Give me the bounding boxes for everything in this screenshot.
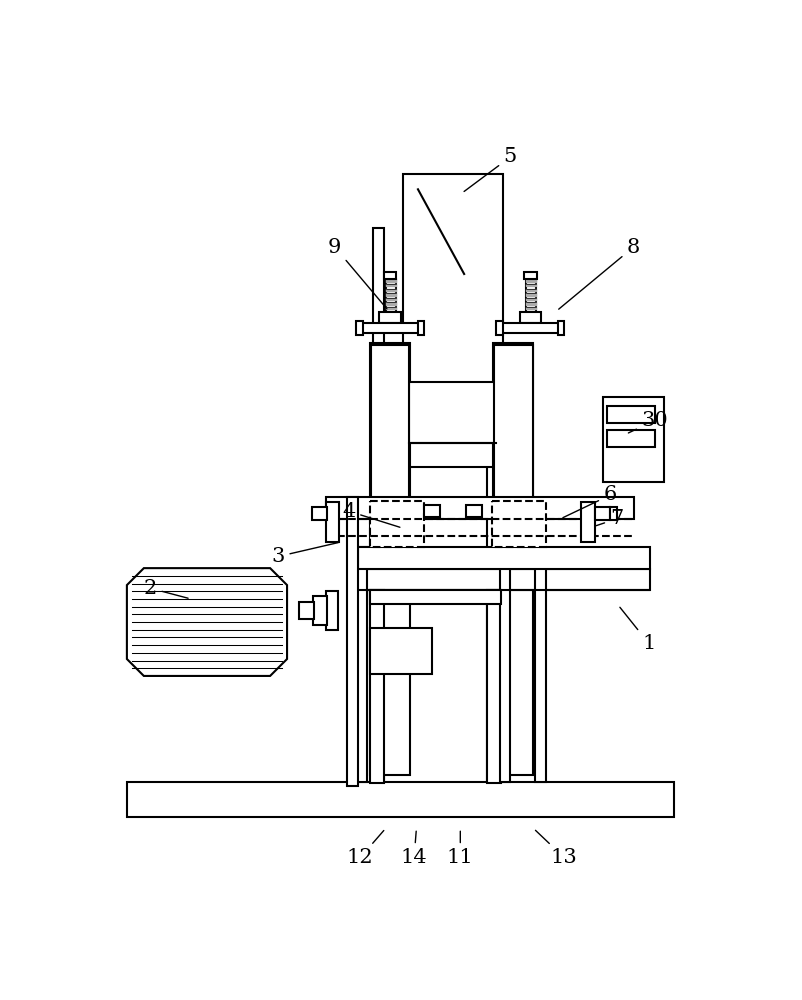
Bar [607,430,655,447]
Bar [358,547,650,569]
Bar [581,502,595,542]
Bar [373,228,384,790]
Bar [467,505,482,517]
Bar [312,507,327,520]
Bar [496,321,503,335]
Bar [298,602,314,619]
Text: 8: 8 [559,238,640,309]
Bar [356,321,363,335]
Text: 4: 4 [342,502,400,527]
Bar [358,569,650,590]
Bar [386,279,395,312]
Bar [384,272,396,279]
Text: 30: 30 [628,411,669,433]
Bar [403,174,503,466]
Bar [607,406,655,423]
Text: 13: 13 [536,830,577,867]
Bar [520,312,541,323]
Bar [371,343,411,774]
Bar [347,497,358,786]
Bar [424,505,439,517]
Bar [371,590,384,783]
Bar [371,345,410,514]
Text: 9: 9 [328,238,387,309]
Bar [558,321,565,335]
Bar [595,507,610,520]
Bar [501,323,560,333]
Bar [371,501,424,547]
Text: 1: 1 [620,607,656,653]
Text: 3: 3 [271,543,338,566]
Text: 12: 12 [347,830,384,867]
Bar [526,279,536,312]
Bar [326,591,338,630]
Text: 5: 5 [464,147,517,191]
Bar [314,596,327,625]
Bar [371,590,501,604]
Text: 14: 14 [401,831,427,867]
Text: 6: 6 [563,485,617,518]
Bar [356,547,367,782]
Bar [488,590,501,783]
Bar [418,321,424,335]
Text: 7: 7 [596,509,623,528]
Bar [488,228,498,790]
Bar [361,323,419,333]
Text: 2: 2 [144,579,188,598]
Bar [603,397,664,482]
Bar [610,507,617,520]
Bar [525,272,537,279]
Bar [371,628,431,674]
Bar [494,345,533,514]
Bar [326,497,634,519]
Bar [127,782,674,817]
Bar [493,343,533,774]
Polygon shape [127,568,287,676]
Text: 11: 11 [447,831,474,867]
Bar [500,547,510,782]
Bar [535,547,546,782]
Bar [379,312,401,323]
Bar [492,501,546,547]
Bar [410,382,496,443]
Bar [326,502,339,542]
